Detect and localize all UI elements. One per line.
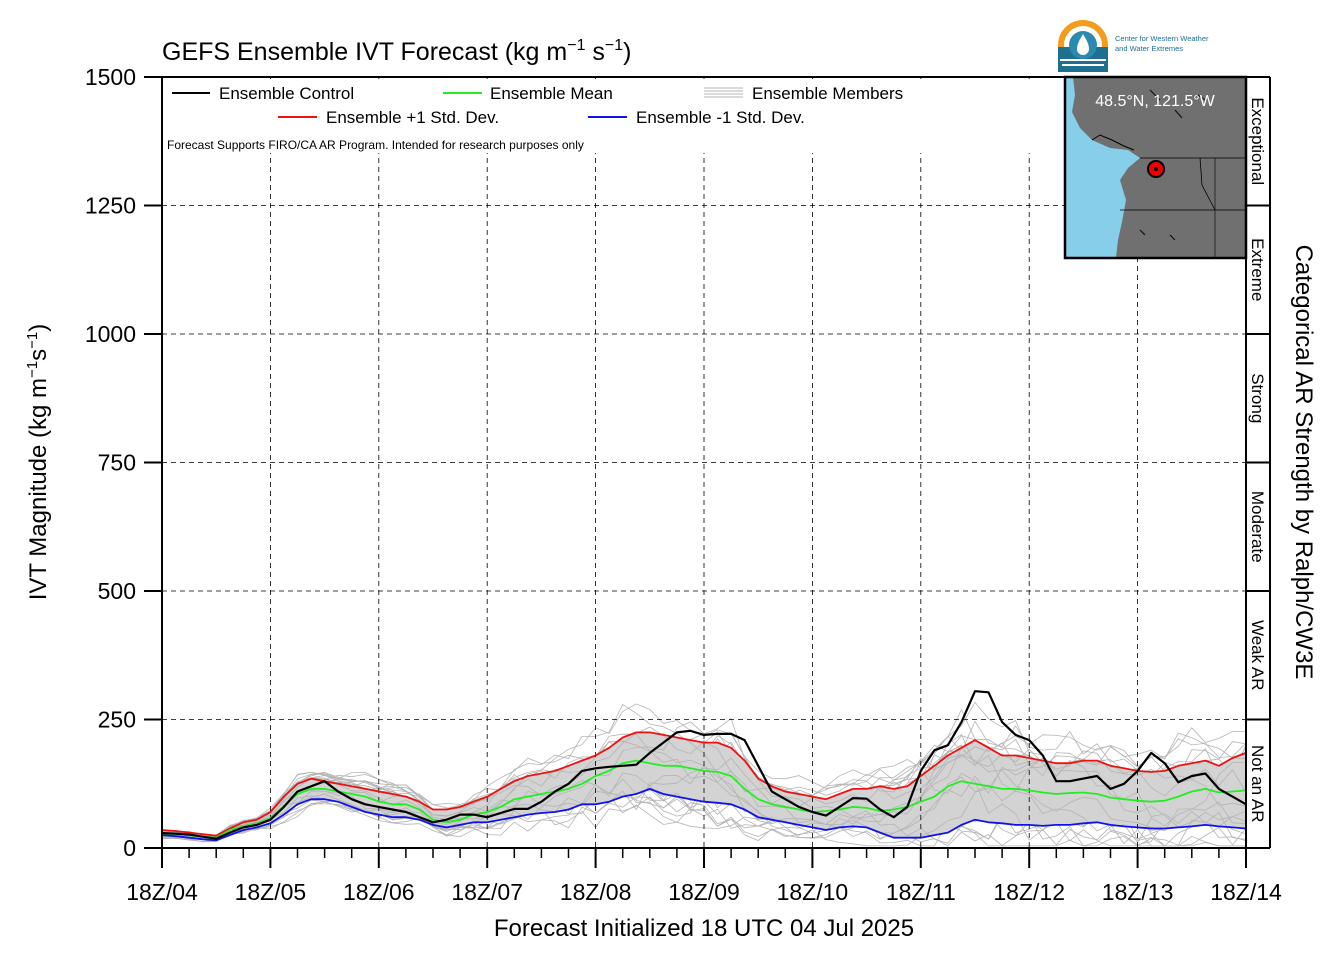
ar-category-label: Exceptional <box>1248 97 1267 185</box>
x-tick-label: 18Z/09 <box>668 879 740 905</box>
x-axis-label: Forecast Initialized 18 UTC 04 Jul 2025 <box>494 915 914 942</box>
disclaimer-text: Forecast Supports FIRO/CA AR Program. In… <box>167 138 584 152</box>
legend-swatch-members <box>704 87 743 98</box>
x-tick-label: 18Z/13 <box>1102 879 1174 905</box>
x-tick-label: 18Z/08 <box>560 879 632 905</box>
ensemble-member-line <box>161 727 1247 840</box>
y-tick-label: 750 <box>98 450 136 476</box>
series-line-ensemble-control <box>161 690 1247 840</box>
x-tick-label: 18Z/05 <box>235 879 307 905</box>
x-tick-label: 18Z/12 <box>993 879 1065 905</box>
legend-label-plus-std: Ensemble +1 Std. Dev. <box>326 108 499 127</box>
series-line-ensemble-1-std-dev- <box>161 788 1247 842</box>
location-inset-map: 48.5°N, 121.5°W <box>1063 75 1248 260</box>
ar-category-label: Moderate <box>1248 491 1267 563</box>
cw3e-logo: Center for Western Weather and Water Ext… <box>1058 20 1209 72</box>
legend: Ensemble Control Ensemble Mean Ensemble … <box>167 84 903 152</box>
ar-category-label: Not an AR <box>1248 745 1267 823</box>
map-location-label: 48.5°N, 121.5°W <box>1095 93 1215 110</box>
series-lines <box>161 690 1247 842</box>
x-tick-label: 18Z/06 <box>343 879 415 905</box>
x-tick-label: 18Z/04 <box>126 879 198 905</box>
y-tick-label: 1500 <box>85 64 136 90</box>
y-axis-label: IVT Magnitude (kg m−1s−1) <box>24 324 52 601</box>
ar-category-label: Strong <box>1248 373 1267 423</box>
x-tick-label: 18Z/14 <box>1210 879 1282 905</box>
logo-text-line2: and Water Extremes <box>1115 44 1183 53</box>
std-dev-band <box>162 732 1246 841</box>
series-line-ensemble-1-std-dev- <box>161 731 1247 837</box>
chart-title: GEFS Ensemble IVT Forecast (kg m−1 s−1) <box>162 37 632 66</box>
legend-label-minus-std: Ensemble -1 Std. Dev. <box>636 108 805 127</box>
right-axis-label: Categorical AR Strength by Ralph/CW3E <box>1290 245 1317 680</box>
x-tick-label: 18Z/07 <box>451 879 523 905</box>
x-tick-label: 18Z/10 <box>777 879 849 905</box>
legend-label-members: Ensemble Members <box>752 84 903 103</box>
std-dev-shading <box>162 732 1246 841</box>
logo-text-line1: Center for Western Weather <box>1115 34 1209 43</box>
x-axis: 18Z/04 18Z/05 18Z/06 18Z/07 18Z/08 18Z/09 18Z/… <box>126 848 1282 905</box>
y-tick-label: 0 <box>123 835 136 861</box>
water-drop-icon <box>1077 34 1089 55</box>
y-tick-label: 250 <box>98 707 136 733</box>
legend-label-mean: Ensemble Mean <box>490 84 613 103</box>
y-tick-label: 1000 <box>85 321 136 347</box>
ar-category-label: Weak AR <box>1248 620 1267 691</box>
y-axis: 0 250 500 750 1000 1250 1500 <box>85 64 162 861</box>
legend-label-control: Ensemble Control <box>219 84 354 103</box>
y-tick-label: 500 <box>98 578 136 604</box>
ar-category-axis: Not an AR Weak AR Moderate Strong Extreme Exc… <box>1246 76 1271 849</box>
y-tick-label: 1250 <box>85 193 136 219</box>
ensemble-member-line <box>161 757 1246 846</box>
ocean-area <box>1065 77 1140 258</box>
ensemble-member-line <box>161 721 1246 847</box>
x-tick-label: 18Z/11 <box>886 879 956 905</box>
series-line-ensemble-mean <box>161 759 1247 839</box>
ar-category-label: Extreme <box>1248 238 1267 301</box>
